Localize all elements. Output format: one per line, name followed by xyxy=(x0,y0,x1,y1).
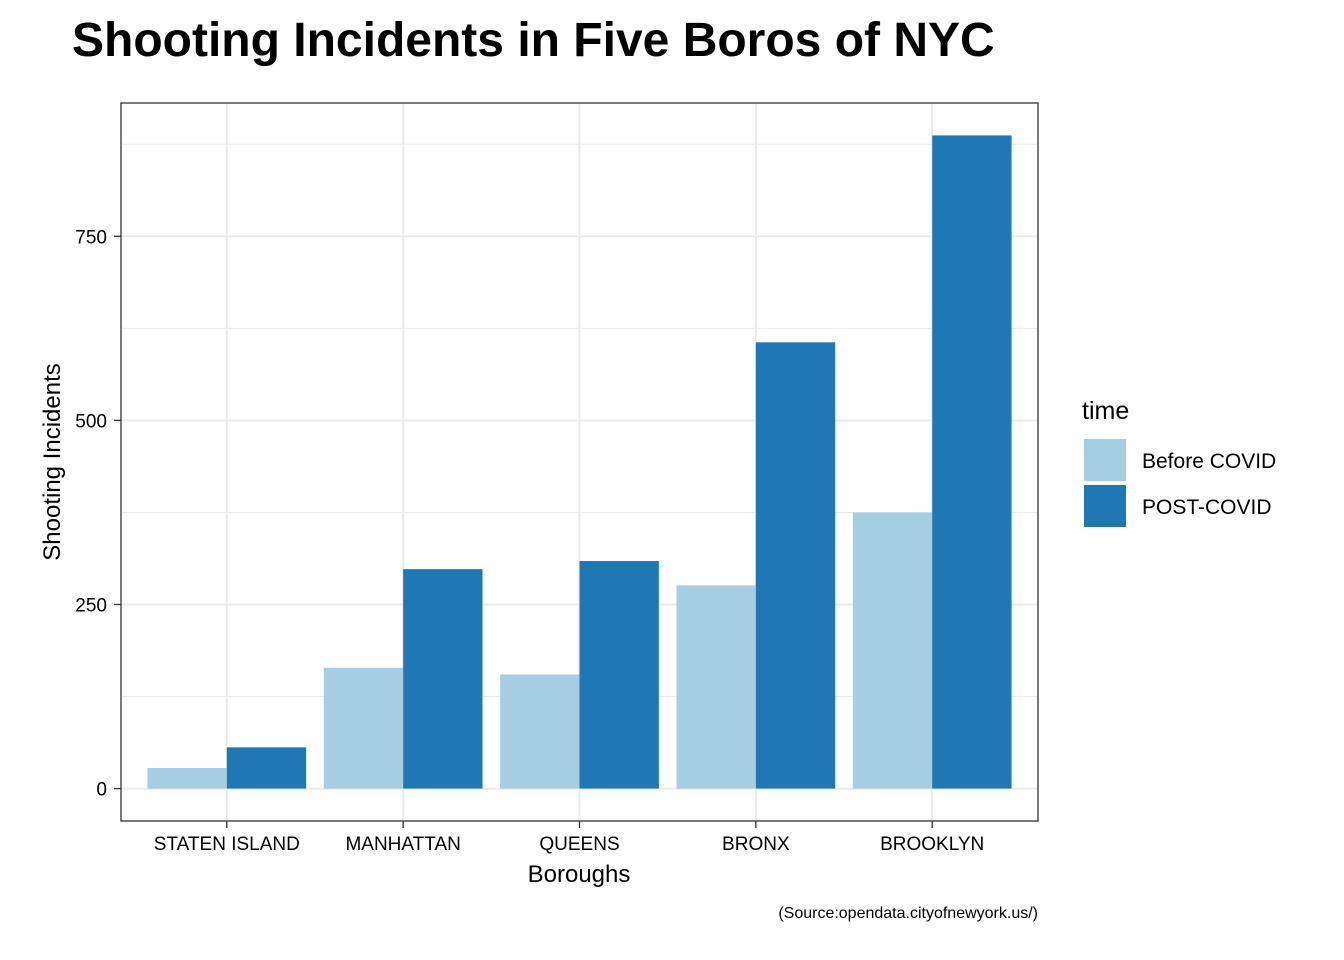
bar-brooklyn-post-covid xyxy=(932,135,1012,789)
legend-title: time xyxy=(1082,397,1129,425)
bar-brooklyn-before-covid xyxy=(852,512,933,789)
caption: (Source:opendata.cityofnewyork.us/) xyxy=(778,905,1038,922)
bar-queens-before-covid xyxy=(500,674,580,789)
x-tick-label: BRONX xyxy=(722,834,790,855)
chart-title: Shooting Incidents in Five Boros of NYC xyxy=(72,14,995,67)
legend-label: Before COVID xyxy=(1142,450,1276,473)
y-tick-label: 0 xyxy=(96,780,107,801)
x-tick-label: QUEENS xyxy=(539,834,619,855)
bar-manhattan-post-covid xyxy=(403,569,483,789)
y-tick-label: 750 xyxy=(75,227,107,248)
x-axis: STATEN ISLAND MANHATTAN QUEENS BRONX BROOKLY… xyxy=(154,821,984,855)
y-axis: 0 250 500 750 xyxy=(75,227,121,801)
legend: time Before COVID POST-COVID xyxy=(1082,397,1276,527)
legend-key xyxy=(1084,439,1126,481)
plot-panel xyxy=(120,102,1039,822)
x-axis-title: Boroughs xyxy=(528,861,631,888)
bar-bronx-post-covid xyxy=(755,342,836,789)
x-tick-label: BROOKLYN xyxy=(880,834,984,855)
bar-staten-island-post-covid xyxy=(226,747,307,789)
bar-queens-post-covid xyxy=(579,561,659,789)
legend-label: POST-COVID xyxy=(1142,496,1272,519)
bars xyxy=(147,135,1012,789)
x-tick-label: STATEN ISLAND xyxy=(154,834,300,855)
legend-key xyxy=(1084,485,1126,527)
bar-manhattan-before-covid xyxy=(323,667,404,789)
y-tick-label: 500 xyxy=(75,411,107,432)
y-axis-title: Shooting Incidents xyxy=(39,363,66,560)
bar-staten-island-before-covid xyxy=(147,767,227,789)
y-tick-label: 250 xyxy=(75,595,107,616)
x-tick-label: MANHATTAN xyxy=(345,834,460,855)
bar-bronx-before-covid xyxy=(676,585,756,789)
